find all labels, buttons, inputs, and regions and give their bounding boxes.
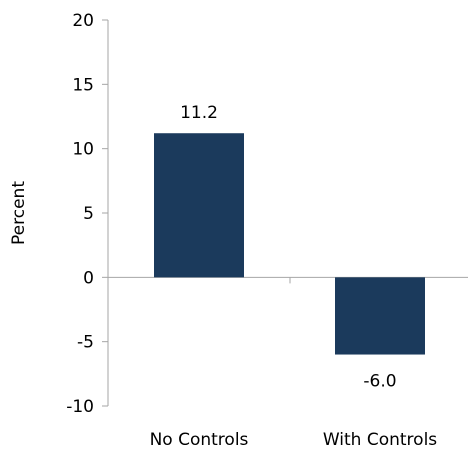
- y-tick-label: 0: [83, 268, 94, 288]
- y-tick-label: -5: [77, 333, 94, 353]
- category-label: With Controls: [323, 430, 437, 450]
- data-label: -6.0: [363, 372, 396, 392]
- bar-no-controls: [154, 133, 244, 278]
- bar-with-controls: [335, 277, 425, 355]
- y-tick-label: 10: [72, 140, 94, 160]
- y-tick-label: 20: [72, 11, 94, 31]
- y-axis-title: Percent: [9, 181, 29, 245]
- data-labels: 11.2 -6.0: [180, 103, 397, 391]
- category-label: No Controls: [150, 430, 249, 450]
- y-tick-label: 5: [83, 204, 94, 224]
- bar-series: [154, 133, 425, 355]
- category-labels: No Controls With Controls: [150, 430, 438, 450]
- y-tick-label: 15: [72, 75, 94, 95]
- y-axis: 20 15 10 5 0 -5 -10: [66, 11, 109, 417]
- data-label: 11.2: [180, 103, 218, 123]
- y-tick-label: -10: [66, 397, 94, 417]
